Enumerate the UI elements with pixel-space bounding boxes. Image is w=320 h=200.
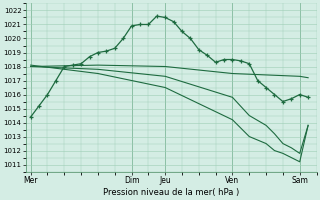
X-axis label: Pression niveau de la mer( hPa ): Pression niveau de la mer( hPa ) <box>103 188 239 197</box>
